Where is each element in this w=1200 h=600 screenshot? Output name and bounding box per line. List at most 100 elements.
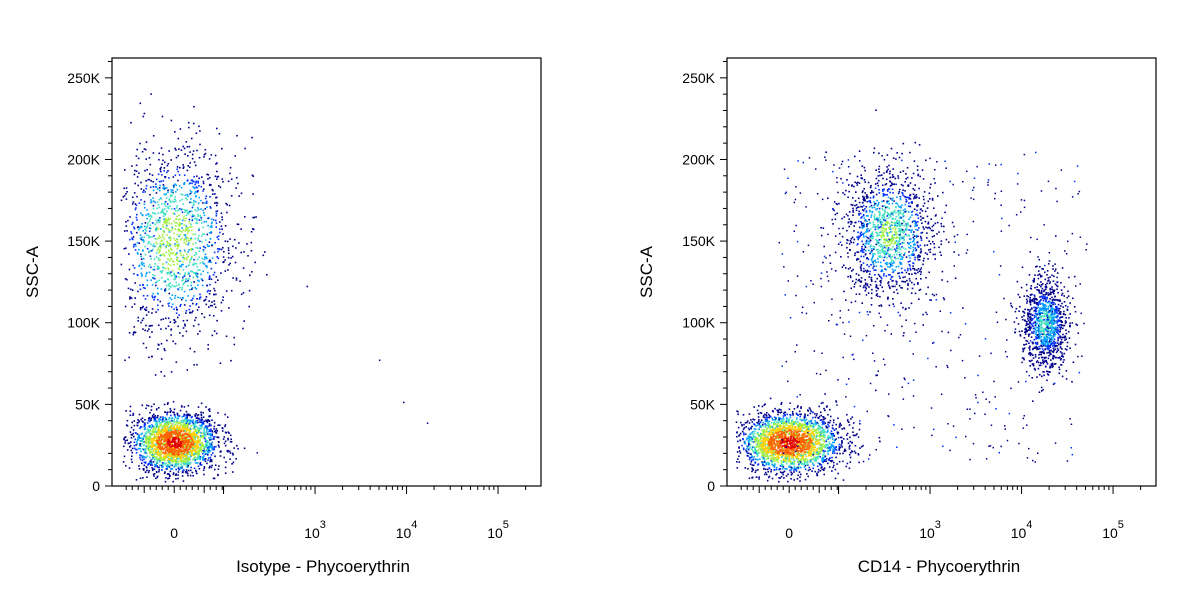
event-dot xyxy=(187,237,190,240)
event-dot xyxy=(762,437,765,440)
event-dot xyxy=(825,460,827,463)
event-dot xyxy=(859,422,861,425)
event-dot xyxy=(124,278,127,280)
event-dot xyxy=(179,273,181,275)
event-dot xyxy=(132,246,135,248)
event-dot xyxy=(248,305,250,308)
event-dot xyxy=(195,316,197,319)
event-dot xyxy=(130,433,132,436)
event-dot xyxy=(206,290,209,293)
event-dot xyxy=(166,448,168,450)
event-dot xyxy=(139,307,142,309)
event-dot xyxy=(167,437,169,439)
event-dot xyxy=(179,432,181,434)
event-dot xyxy=(142,284,144,286)
event-dot xyxy=(194,233,197,236)
event-dot xyxy=(145,437,147,440)
event-dot xyxy=(154,444,156,446)
event-dot xyxy=(143,425,146,428)
event-dot xyxy=(203,299,206,302)
event-dot xyxy=(814,443,817,445)
event-dot xyxy=(187,422,190,424)
event-dot xyxy=(779,442,782,444)
event-dot xyxy=(203,156,205,158)
event-dot xyxy=(426,422,429,424)
event-dot xyxy=(183,422,185,425)
event-dot xyxy=(175,445,178,447)
event-dot xyxy=(139,456,141,459)
event-dot xyxy=(171,189,174,191)
event-dot xyxy=(155,226,158,229)
event-dot xyxy=(196,309,199,311)
event-dot xyxy=(804,453,807,456)
event-dot xyxy=(158,279,160,282)
event-dot xyxy=(185,229,188,231)
event-dot xyxy=(202,448,205,450)
event-dot xyxy=(167,283,170,285)
event-dot xyxy=(126,425,129,427)
event-dot xyxy=(176,247,179,250)
event-dot xyxy=(162,180,165,182)
event-dot xyxy=(172,186,175,189)
event-dot xyxy=(179,448,182,451)
event-dot xyxy=(162,215,165,217)
event-dot xyxy=(152,189,155,192)
event-dot xyxy=(222,296,224,298)
event-dot xyxy=(200,208,202,210)
event-dot xyxy=(142,230,144,232)
event-dot xyxy=(225,202,227,205)
event-dot xyxy=(148,241,150,243)
event-dot xyxy=(169,218,171,220)
event-dot xyxy=(229,434,232,437)
event-dot xyxy=(186,236,188,239)
event-dot xyxy=(183,429,186,431)
event-dot xyxy=(774,446,776,448)
event-dot xyxy=(186,253,188,256)
event-dot xyxy=(136,213,138,216)
event-dot xyxy=(186,453,188,455)
event-dot xyxy=(778,421,780,423)
event-dot xyxy=(150,279,152,281)
event-dot xyxy=(149,336,151,338)
event-dot xyxy=(147,265,150,268)
event-dot xyxy=(168,477,170,479)
event-dot xyxy=(134,282,136,284)
event-dot xyxy=(154,213,157,215)
event-dot xyxy=(142,342,145,345)
event-dot xyxy=(169,236,171,238)
event-dot xyxy=(186,466,188,468)
event-dot xyxy=(123,436,126,439)
event-dot xyxy=(148,236,150,239)
event-dot xyxy=(193,422,196,425)
event-dot xyxy=(193,295,195,297)
event-dot xyxy=(184,278,187,281)
event-dot xyxy=(133,226,135,229)
event-dot xyxy=(127,442,130,445)
event-dot xyxy=(838,460,841,463)
event-dot xyxy=(193,430,195,433)
event-dot xyxy=(153,455,155,458)
event-dot xyxy=(199,214,202,217)
event-dot xyxy=(153,475,155,477)
event-dot xyxy=(772,458,774,460)
event-dot xyxy=(146,476,148,478)
event-dot xyxy=(820,448,822,450)
event-dot xyxy=(166,403,169,405)
event-dot xyxy=(183,427,185,430)
event-dot xyxy=(187,474,189,477)
event-dot xyxy=(128,467,131,469)
event-dot xyxy=(170,429,173,431)
event-dot xyxy=(772,449,775,451)
event-dot xyxy=(181,237,183,240)
event-dot xyxy=(135,216,138,219)
event-dot xyxy=(217,175,220,178)
event-dot xyxy=(209,439,211,441)
event-dot xyxy=(185,419,188,422)
event-dot xyxy=(176,424,178,427)
event-dot xyxy=(200,417,203,419)
event-dot xyxy=(173,426,175,429)
event-dot xyxy=(157,430,160,432)
event-dot xyxy=(237,182,239,185)
event-dot xyxy=(191,311,193,314)
event-dot xyxy=(177,209,179,212)
